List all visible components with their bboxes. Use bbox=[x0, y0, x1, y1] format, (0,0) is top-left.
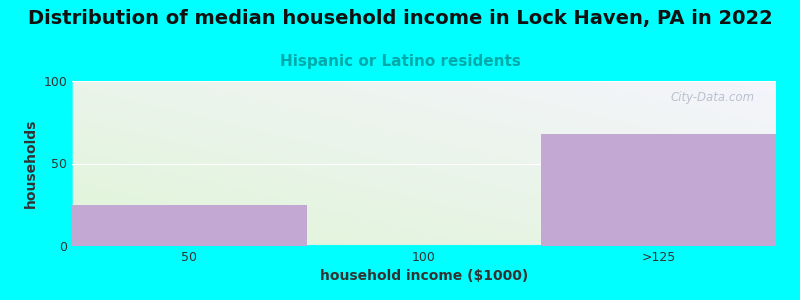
Y-axis label: households: households bbox=[24, 119, 38, 208]
Bar bbox=[542, 134, 776, 246]
Text: Distribution of median household income in Lock Haven, PA in 2022: Distribution of median household income … bbox=[28, 9, 772, 28]
Text: City-Data.com: City-Data.com bbox=[670, 91, 755, 104]
Bar bbox=[72, 205, 306, 246]
Text: Hispanic or Latino residents: Hispanic or Latino residents bbox=[279, 54, 521, 69]
X-axis label: household income ($1000): household income ($1000) bbox=[320, 269, 528, 284]
